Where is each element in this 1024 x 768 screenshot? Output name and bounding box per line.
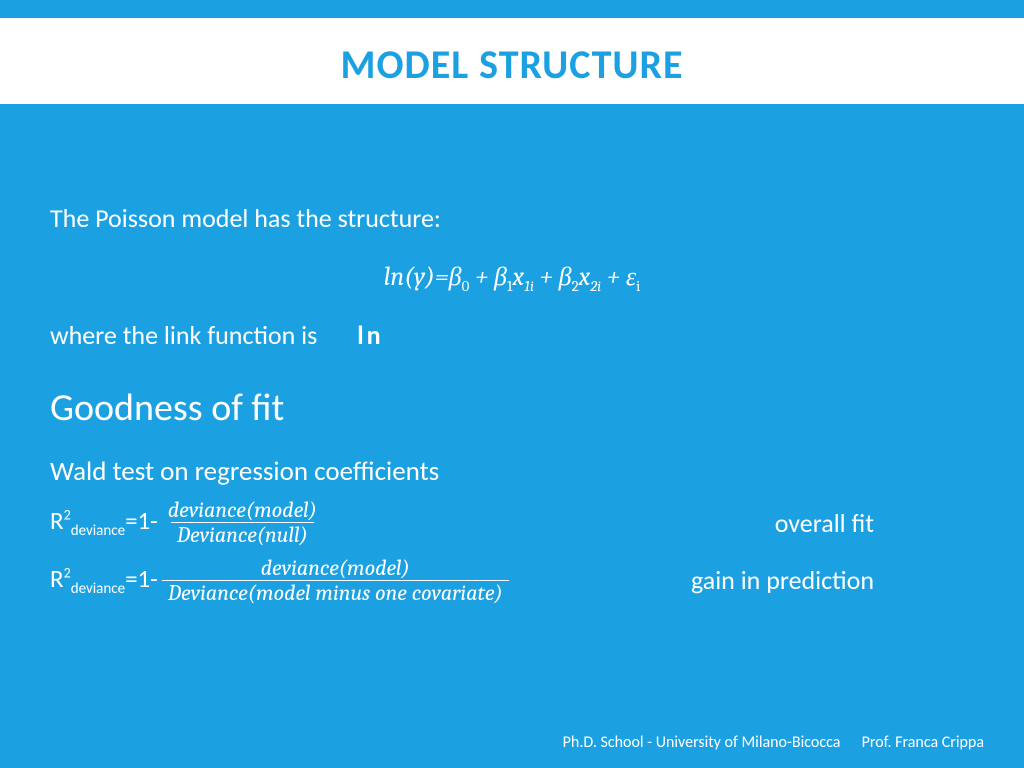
linkfn-prefix: where the link function is xyxy=(50,319,317,351)
fraction-numerator: deviance(model) xyxy=(255,556,416,580)
formula-fraction: deviance(model)Deviance(null) xyxy=(162,498,323,547)
formulas-container: R2deviance=1-deviance(model)Deviance(nul… xyxy=(50,498,974,605)
formula-label: gain in prediction xyxy=(691,564,974,596)
title-band: MODEL STRUCTURE xyxy=(0,18,1024,104)
footer: Ph.D. School - University of Milano-Bico… xyxy=(0,733,1024,768)
title-gap xyxy=(0,104,1024,174)
fraction-denominator: Deviance(null) xyxy=(171,522,314,547)
main-equation: ln(y)=β0 + β1x1i + β2x2i + εi xyxy=(50,262,974,295)
link-function-line: where the link function is ln xyxy=(50,319,974,351)
fraction-denominator: Deviance(model minus one covariate) xyxy=(162,580,509,605)
top-accent-bar xyxy=(0,0,1024,18)
linkfn-value: ln xyxy=(357,319,383,351)
formula-label: overall fit xyxy=(775,507,974,539)
section-heading: Goodness of fit xyxy=(50,385,974,431)
formula-lhs: R2deviance=1- xyxy=(50,505,158,540)
intro-text: The Poisson model has the structure: xyxy=(50,202,974,234)
fraction-numerator: deviance(model) xyxy=(162,498,323,522)
footer-author: Prof. Franca Crippa xyxy=(862,733,984,752)
slide-title: MODEL STRUCTURE xyxy=(340,40,683,89)
formula-row: R2deviance=1-deviance(model)Deviance(nul… xyxy=(50,498,974,547)
formula-lhs: R2deviance=1- xyxy=(50,563,158,598)
wald-test-line: Wald test on regression coefficients xyxy=(50,455,974,488)
slide: MODEL STRUCTURE The Poisson model has th… xyxy=(0,0,1024,768)
formula-fraction: deviance(model)Deviance(model minus one … xyxy=(162,556,509,605)
footer-affiliation: Ph.D. School - University of Milano-Bico… xyxy=(563,733,841,752)
slide-body: The Poisson model has the structure: ln(… xyxy=(0,174,1024,733)
formula-row: R2deviance=1-deviance(model)Deviance(mod… xyxy=(50,556,974,605)
